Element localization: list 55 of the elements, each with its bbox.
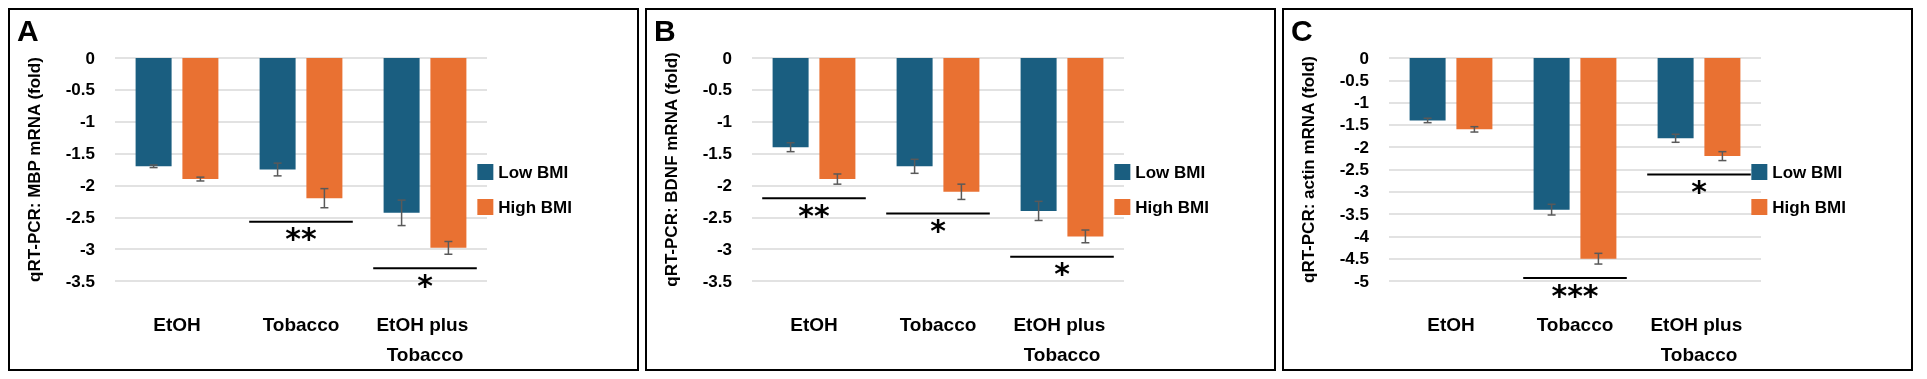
legend-label: Low BMI (498, 162, 569, 182)
y-tick-label: -0.5 (1339, 70, 1369, 90)
legend-label: Low BMI (1135, 162, 1206, 182)
y-tick-label: -1 (79, 112, 95, 132)
y-axis-title: qRT-PCR: MBP mRNA (fold) (25, 57, 44, 282)
y-tick-label: -2.5 (1339, 160, 1369, 179)
y-tick-label: -1 (716, 112, 732, 132)
y-tick-label: 0 (85, 48, 95, 68)
y-tick-label: 0 (722, 48, 732, 68)
y-tick-label: -3.5 (65, 271, 95, 291)
annotation: ** (285, 221, 317, 257)
y-axis-title: qRT-PCR: BDNF mRNA (fold) (662, 52, 681, 287)
x-tick-label: EtOH (790, 313, 838, 335)
x-tick-label: Tobacco (899, 313, 977, 335)
annotation: *** (1551, 277, 1599, 313)
x-tick-label: Tobacco (1536, 313, 1614, 335)
y-tick-label: -2 (1353, 137, 1369, 157)
y-tick-label: -3 (1353, 182, 1369, 202)
x-tick-label: EtOH (153, 313, 201, 335)
y-tick-label: -0.5 (702, 80, 732, 100)
annotation: * (930, 212, 947, 248)
y-tick-label: -0.5 (65, 80, 95, 100)
chart-title: A (17, 13, 39, 47)
legend-label: High BMI (1135, 197, 1209, 217)
legend-label: High BMI (1772, 197, 1846, 217)
y-tick-label: -1.5 (65, 144, 95, 164)
x-tick-label: Tobacco (262, 313, 340, 335)
x-tick-label: EtOH plus Tobacco (376, 313, 474, 365)
y-tick-label: -4.5 (1339, 249, 1369, 269)
annotation: * (1054, 256, 1071, 292)
chart-title: B (654, 13, 676, 47)
y-tick-label: -3.5 (702, 271, 732, 291)
y-tick-label: -2.5 (702, 207, 732, 227)
y-tick-label: -3.5 (1339, 204, 1369, 224)
y-tick-label: -2.5 (65, 207, 95, 227)
y-tick-label: -1.5 (1339, 115, 1369, 135)
y-tick-label: -5 (1353, 271, 1369, 291)
y-tick-label: -4 (1353, 226, 1370, 246)
y-tick-label: -3 (716, 239, 732, 259)
y-tick-label: -2 (79, 175, 95, 195)
y-tick-label: -2 (716, 175, 732, 195)
annotation: ** (798, 197, 830, 233)
x-tick-label: EtOH plus Tobacco (1013, 313, 1111, 365)
annotation: * (417, 267, 434, 303)
y-tick-label: -1 (1353, 93, 1369, 113)
x-tick-label: EtOH plus Tobacco (1650, 313, 1748, 365)
chart-title: C (1291, 13, 1313, 47)
legend-label: Low BMI (1772, 162, 1843, 182)
y-tick-label: -1.5 (702, 144, 732, 164)
y-tick-label: 0 (1359, 48, 1369, 68)
y-axis-title: qRT-PCR: actin mRNA (fold) (1299, 56, 1318, 283)
y-tick-label: -3 (79, 239, 95, 259)
legend-label: High BMI (498, 197, 572, 217)
x-tick-label: EtOH (1427, 313, 1475, 335)
annotation: * (1691, 174, 1708, 210)
